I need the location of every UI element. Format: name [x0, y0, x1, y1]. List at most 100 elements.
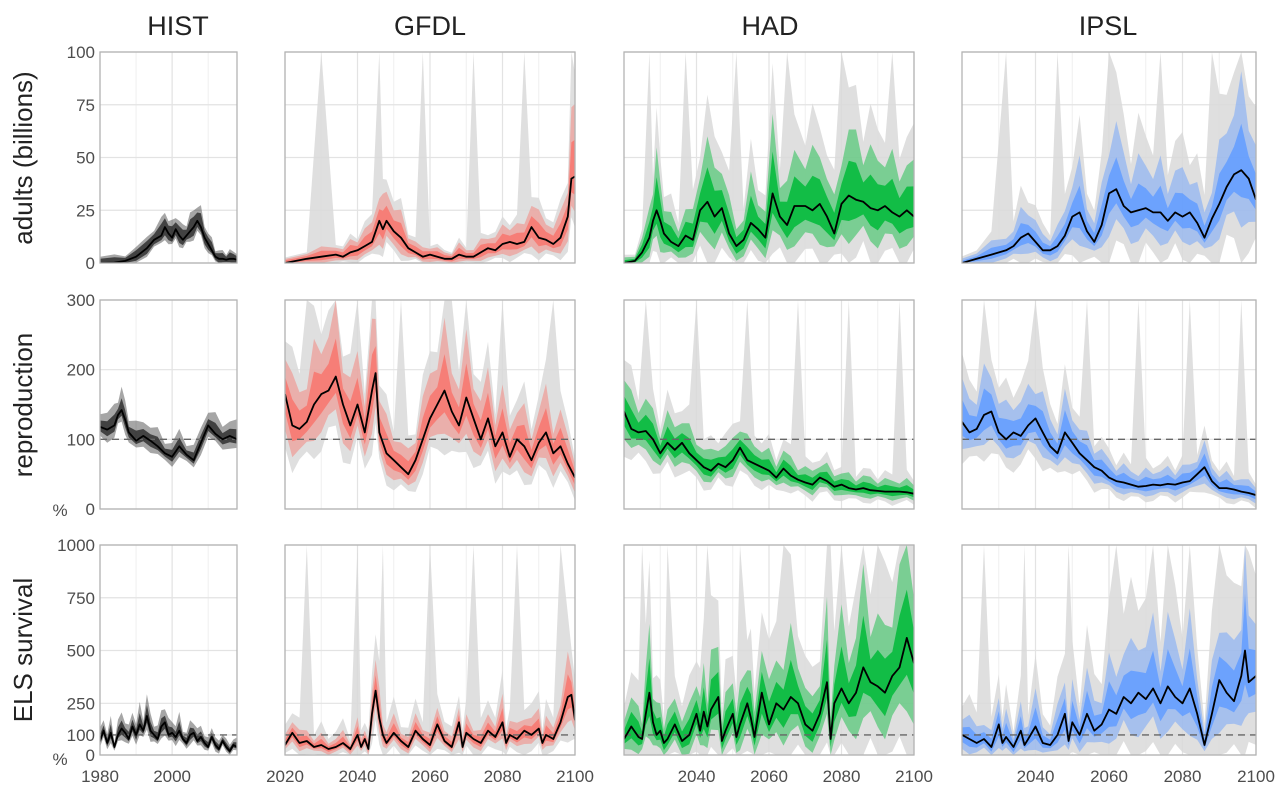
panel-els-survival-gfdl: 2020 2040 2060 2080 2100 — [266, 544, 594, 786]
percent-label-reproduction: % — [52, 501, 67, 520]
panel-frame — [961, 544, 1257, 756]
bands-had — [624, 300, 914, 506]
bands-ipsl — [962, 52, 1256, 263]
x-tick-label: 2080 — [823, 767, 861, 786]
panel-reproduction-had — [623, 299, 915, 510]
panel-frame — [623, 299, 915, 510]
median-line-gfdl — [285, 689, 575, 750]
col-title-hist: HIST — [147, 11, 209, 41]
y-tick-label: 750 — [67, 589, 95, 608]
x-tick-label: 2040 — [1017, 767, 1055, 786]
band-inner — [285, 338, 575, 486]
median-line-had — [624, 411, 914, 495]
band-inner — [624, 151, 914, 263]
panel-reproduction-gfdl — [284, 299, 576, 510]
row-label-reproduction: reproduction — [8, 333, 38, 478]
col-title-gfdl: GFDL — [394, 11, 466, 41]
panel-frame — [623, 51, 915, 264]
band-inner — [962, 388, 1256, 500]
panel-els-survival-ipsl: 2040 2060 2080 2100 — [961, 544, 1275, 786]
y-tick-label: 100 — [67, 43, 95, 62]
panel-frame — [284, 299, 576, 510]
panel-els-survival-had: 2040 2060 2080 2100 — [623, 544, 933, 786]
panels-grid: 0255075100010020030001002505007501000198… — [57, 43, 1275, 786]
col-title-had: HAD — [741, 11, 798, 41]
panel-adults-billions-gfdl — [284, 51, 576, 264]
panel-adults-billions-had — [623, 51, 915, 264]
median-line-gfdl — [285, 175, 575, 263]
panel-reproduction-ipsl — [961, 299, 1257, 510]
median-line-hist — [100, 409, 237, 462]
median-line-had — [624, 637, 914, 744]
x-tick-label: 2080 — [1164, 767, 1202, 786]
panel-frame — [961, 299, 1257, 510]
bands-gfdl — [285, 300, 575, 501]
bands-hist — [100, 386, 237, 468]
col-title-ipsl: IPSL — [1079, 11, 1138, 41]
y-tick-label: 100 — [67, 726, 95, 745]
median-line-had — [624, 192, 914, 263]
x-tick-label: 2040 — [339, 767, 377, 786]
band-inner — [624, 395, 914, 498]
panel-adults-billions-ipsl — [961, 51, 1257, 264]
x-tick-label: 2060 — [411, 767, 449, 786]
median-line-hist — [100, 219, 237, 263]
bands-had — [624, 545, 914, 755]
median-line-ipsl — [962, 169, 1256, 263]
median-line-ipsl — [962, 649, 1256, 748]
median-line-ipsl — [962, 410, 1256, 496]
band-inner — [624, 589, 914, 751]
bands-gfdl — [285, 52, 575, 263]
y-tick-label: 250 — [67, 694, 95, 713]
panel-reproduction-hist: 0 100 200 300 — [67, 291, 238, 519]
panel-frame — [284, 544, 576, 756]
y-tick-label: 200 — [67, 361, 95, 380]
y-tick-label: 50 — [76, 149, 95, 168]
y-tick-label: 0 — [86, 500, 95, 519]
panel-frame — [623, 544, 915, 756]
x-tick-label: 2100 — [1237, 767, 1275, 786]
bands-gfdl — [285, 545, 575, 755]
x-tick-label: 2100 — [556, 767, 594, 786]
band-inner — [962, 593, 1256, 753]
row-label-els-survival: ELS survival — [8, 578, 38, 723]
band-inner — [100, 398, 237, 464]
bands-ipsl — [962, 300, 1256, 509]
band-inner — [285, 674, 575, 752]
row-label-adults: adults (billions) — [8, 71, 38, 244]
y-tick-label: 100 — [67, 430, 95, 449]
x-tick-label: 2060 — [1090, 767, 1128, 786]
panel-frame — [99, 299, 238, 510]
x-tick-label: 2040 — [678, 767, 716, 786]
y-tick-label: 0 — [86, 746, 95, 765]
panel-frame — [284, 51, 576, 264]
panel-frame — [99, 51, 238, 264]
band-middle — [962, 363, 1256, 504]
band-inner — [100, 212, 237, 263]
y-tick-label: 0 — [86, 254, 95, 273]
x-tick-label: 2060 — [750, 767, 788, 786]
y-tick-label: 75 — [76, 96, 95, 115]
band-middle — [624, 380, 914, 501]
band-outer — [285, 545, 575, 755]
median-line-gfdl — [285, 372, 575, 479]
percent-label-els-survival: % — [52, 750, 67, 769]
x-tick-label: 2100 — [895, 767, 933, 786]
x-tick-label: 2000 — [153, 767, 191, 786]
y-tick-label: 25 — [76, 201, 95, 220]
band-outer — [962, 300, 1256, 509]
panel-adults-billions-hist: 0 25 50 75 100 — [67, 43, 238, 273]
panel-frame — [961, 51, 1257, 264]
x-tick-label: 1980 — [81, 767, 119, 786]
band-middle — [285, 104, 575, 263]
median-line-hist — [100, 715, 237, 752]
band-middle — [100, 386, 237, 468]
x-tick-label: 2020 — [266, 767, 304, 786]
y-tick-label: 500 — [67, 642, 95, 661]
x-tick-label: 2080 — [484, 767, 522, 786]
panel-frame — [99, 544, 238, 756]
y-tick-label: 1000 — [57, 536, 95, 555]
y-tick-label: 300 — [67, 291, 95, 310]
